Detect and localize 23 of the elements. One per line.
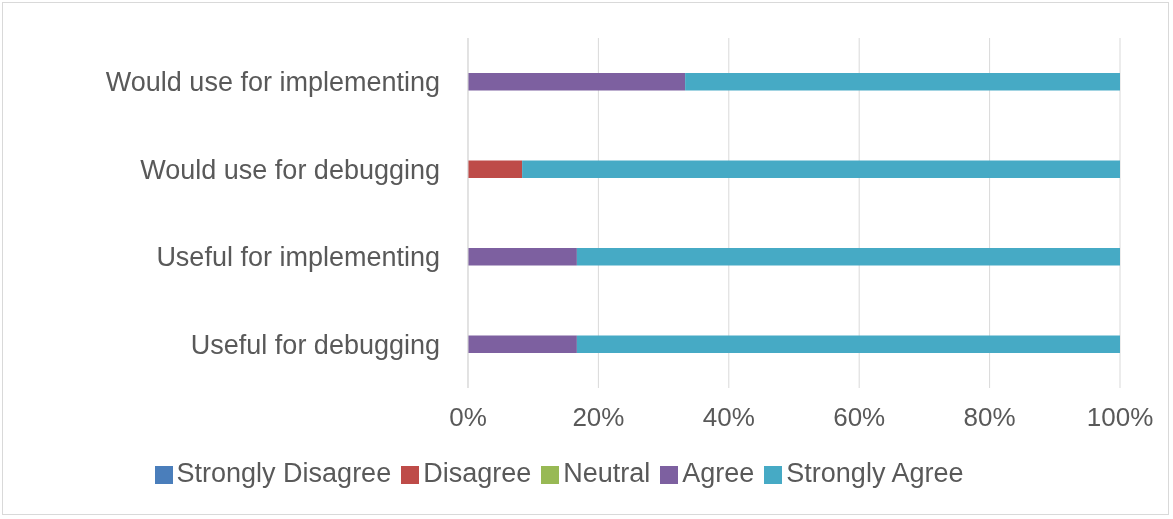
y-tick-label: Would use for debugging — [140, 154, 440, 185]
x-tick-label: 80% — [963, 402, 1016, 433]
bar — [468, 248, 577, 266]
legend-label: Neutral — [563, 458, 651, 488]
legend-label: Strongly Disagree — [176, 458, 392, 488]
x-tick-label: 100% — [1086, 402, 1154, 433]
legend-label: Disagree — [423, 458, 532, 488]
x-tick-label: 40% — [702, 402, 755, 433]
bar — [685, 73, 1120, 91]
legend-label: Strongly Agree — [786, 458, 964, 488]
bar — [522, 160, 1120, 178]
y-tick-label: Useful for implementing — [156, 242, 440, 273]
y-tick-label: Would use for implementing — [105, 67, 440, 98]
x-tick-label: 0% — [449, 402, 487, 433]
x-tick-label: 60% — [833, 402, 886, 433]
legend-label: Agree — [682, 458, 755, 488]
bar — [576, 335, 1120, 353]
x-tick-label: 20% — [572, 402, 625, 433]
y-tick-label: Useful for debugging — [190, 329, 440, 360]
bar — [468, 335, 577, 353]
bar — [468, 73, 686, 91]
bar — [468, 160, 523, 178]
bar — [576, 248, 1120, 266]
